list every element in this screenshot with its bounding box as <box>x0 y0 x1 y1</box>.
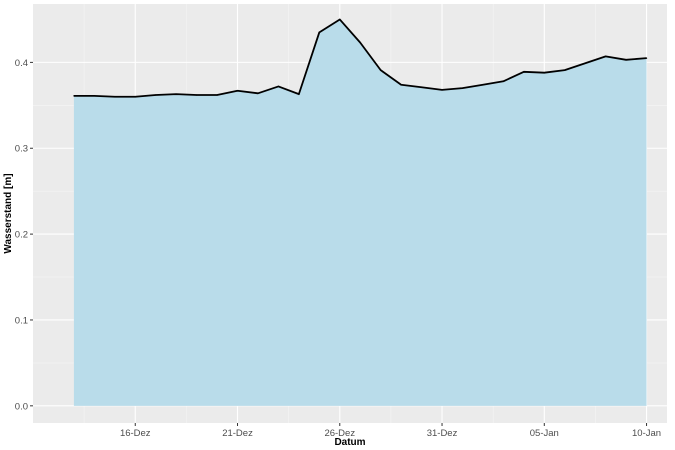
data-point <box>318 31 320 33</box>
data-point <box>584 62 586 64</box>
y-tick-label: 0.2 <box>15 230 28 241</box>
data-layer <box>73 18 648 406</box>
data-point <box>359 42 361 44</box>
data-point <box>482 84 484 86</box>
y-tick-label: 0.4 <box>15 58 28 69</box>
data-point <box>216 94 218 96</box>
data-point <box>502 80 504 82</box>
data-point <box>134 96 136 98</box>
water-level-area <box>73 19 647 406</box>
data-point <box>605 55 607 57</box>
data-point <box>645 57 648 59</box>
data-point <box>543 72 545 74</box>
data-point <box>73 95 75 97</box>
x-tick-label: 31-Dez <box>427 428 458 439</box>
data-point <box>420 86 423 88</box>
x-tick-label: 05-Jan <box>530 428 559 439</box>
data-point <box>400 84 402 86</box>
data-point <box>257 92 259 94</box>
data-point <box>236 90 239 92</box>
y-tick-label: 0.1 <box>15 315 28 326</box>
x-tick-label: 10-Jan <box>632 428 661 439</box>
data-point <box>196 94 198 96</box>
data-point <box>298 93 300 95</box>
x-tick-label: 16-Dez <box>120 428 151 439</box>
data-point <box>93 95 95 97</box>
data-point <box>339 18 341 21</box>
data-point <box>461 87 464 89</box>
y-tick-label: 0.0 <box>15 401 28 412</box>
data-point <box>564 69 566 71</box>
x-tick-label: 21-Dez <box>222 428 253 439</box>
x-axis-title: Datum <box>334 437 365 448</box>
data-point <box>380 69 382 71</box>
data-point <box>625 59 627 61</box>
data-point <box>155 94 157 96</box>
y-axis-title: Wasserstand [m] <box>3 173 14 253</box>
data-point <box>523 71 525 73</box>
data-point <box>277 85 280 88</box>
x-tick-label: 26-Dez <box>324 428 355 439</box>
y-axis: 0.0 0.1 0.2 0.3 0.4 <box>15 58 33 412</box>
y-tick-label: 0.3 <box>15 144 28 155</box>
x-axis: 16-Dez 21-Dez 26-Dez 31-Dez 05-Jan 10-Jan <box>120 423 661 439</box>
data-point <box>441 89 443 91</box>
data-point <box>114 96 116 98</box>
data-point <box>175 93 177 95</box>
